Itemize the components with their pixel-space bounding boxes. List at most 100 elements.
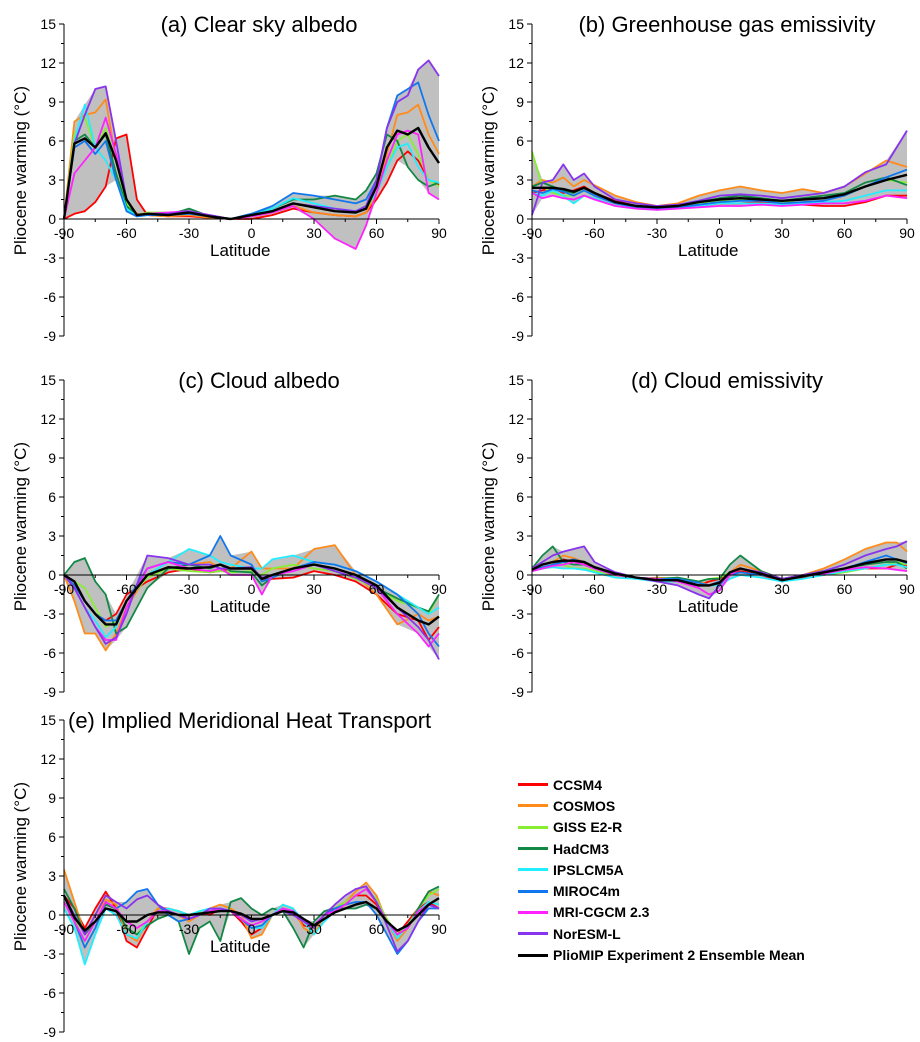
y-tick-label: -9 (44, 328, 57, 344)
series-line (63, 116, 440, 250)
series-line (63, 563, 440, 626)
y-tick-label: 15 (40, 372, 56, 388)
x-tick-label: 60 (369, 225, 385, 241)
y-tick-label: 9 (516, 94, 524, 110)
series-line (63, 81, 440, 220)
chart-title: (a) Clear sky albedo (161, 12, 358, 37)
legend-label: HadCM3 (553, 840, 610, 857)
y-tick-label: 12 (508, 411, 524, 427)
y-tick-label: 9 (516, 450, 524, 466)
x-tick-label: 90 (431, 921, 447, 937)
y-axis-label: Pliocene warming (°C) (479, 86, 498, 255)
x-axis-label: Latitude (210, 241, 271, 260)
y-tick-label: 6 (48, 829, 56, 845)
legend-label: COSMOS (553, 797, 616, 814)
x-tick-label: 0 (716, 225, 724, 241)
y-tick-label: 12 (40, 55, 56, 71)
series-line (531, 558, 908, 587)
x-tick-label: -30 (647, 225, 667, 241)
y-tick-label: 3 (516, 528, 524, 544)
legend-label: MIROC4m (553, 883, 620, 900)
x-tick-label: 30 (774, 581, 790, 597)
x-tick-label: 0 (248, 921, 256, 937)
legend-swatch (518, 804, 548, 808)
legend-item: MRI-CGCM 2.3 (518, 902, 805, 923)
y-tick-label: -9 (44, 684, 57, 700)
series-line (62, 126, 440, 221)
y-tick-label: 12 (40, 751, 56, 767)
x-tick-label: -90 (522, 581, 542, 597)
legend-item: NorESM-L (518, 923, 805, 944)
y-tick-label: -9 (512, 328, 525, 344)
y-tick-label: 6 (516, 489, 524, 505)
y-tick-label: 9 (48, 450, 56, 466)
x-tick-label: 60 (837, 581, 853, 597)
x-tick-label: -30 (647, 581, 667, 597)
x-tick-label: 30 (306, 225, 322, 241)
legend-item: COSMOS (518, 795, 805, 816)
y-tick-label: 3 (516, 172, 524, 188)
y-axis-label: Pliocene warming (°C) (479, 442, 498, 611)
legend-label: GISS E2-R (553, 819, 623, 836)
legend-swatch (518, 847, 548, 851)
y-tick-label: -6 (44, 645, 57, 661)
y-tick-label: 6 (516, 133, 524, 149)
chart-title: (b) Greenhouse gas emissivity (578, 12, 875, 37)
y-axis-label: Pliocene warming (°C) (11, 442, 30, 611)
legend-label: CCSM4 (553, 776, 603, 793)
legend-swatch (518, 868, 548, 872)
x-tick-label: 0 (248, 581, 256, 597)
y-tick-label: 0 (516, 211, 524, 227)
x-tick-label: 30 (306, 921, 322, 937)
y-tick-label: 0 (48, 211, 56, 227)
x-tick-label: 60 (369, 921, 385, 937)
y-tick-label: 15 (40, 16, 56, 32)
y-tick-label: -3 (44, 250, 57, 266)
y-axis-label: Pliocene warming (°C) (11, 782, 30, 951)
y-tick-label: 9 (48, 94, 56, 110)
legend-swatch (518, 825, 548, 829)
series-line (531, 540, 908, 600)
y-tick-label: -3 (512, 250, 525, 266)
y-tick-label: -6 (44, 289, 57, 305)
x-tick-label: -30 (179, 581, 199, 597)
y-tick-label: 0 (48, 567, 56, 583)
x-tick-label: -60 (116, 921, 136, 937)
legend-item: MIROC4m (518, 880, 805, 901)
y-tick-label: 12 (40, 411, 56, 427)
x-tick-label: -90 (522, 225, 542, 241)
x-tick-label: 90 (899, 581, 915, 597)
legend-swatch (518, 783, 548, 787)
chart-title: (c) Cloud albedo (178, 368, 339, 393)
ensemble-spread-band (64, 536, 439, 660)
y-tick-label: 0 (516, 567, 524, 583)
y-tick-label: 15 (508, 372, 524, 388)
x-tick-label: -30 (179, 225, 199, 241)
y-tick-label: 15 (508, 16, 524, 32)
legend-label: IPSLCM5A (553, 861, 624, 878)
chart-title: (d) Cloud emissivity (631, 368, 823, 393)
y-tick-label: 3 (48, 868, 56, 884)
y-tick-label: 0 (48, 907, 56, 923)
y-tick-label: 6 (48, 133, 56, 149)
legend-item: PlioMIP Experiment 2 Ensemble Mean (518, 944, 805, 965)
x-tick-label: -60 (584, 581, 604, 597)
y-tick-label: -3 (44, 606, 57, 622)
y-tick-label: 15 (40, 712, 56, 728)
legend-label: PlioMIP Experiment 2 Ensemble Mean (553, 947, 805, 964)
x-tick-label: 60 (369, 581, 385, 597)
legend-swatch (518, 953, 548, 957)
legend-swatch (518, 932, 548, 936)
y-tick-label: 9 (48, 790, 56, 806)
legend-item: GISS E2-R (518, 817, 805, 838)
x-tick-label: 90 (431, 581, 447, 597)
y-tick-label: -3 (44, 946, 57, 962)
x-tick-label: 0 (716, 581, 724, 597)
y-axis-label: Pliocene warming (°C) (11, 86, 30, 255)
x-axis-label: Latitude (210, 597, 271, 616)
x-tick-label: -60 (584, 225, 604, 241)
